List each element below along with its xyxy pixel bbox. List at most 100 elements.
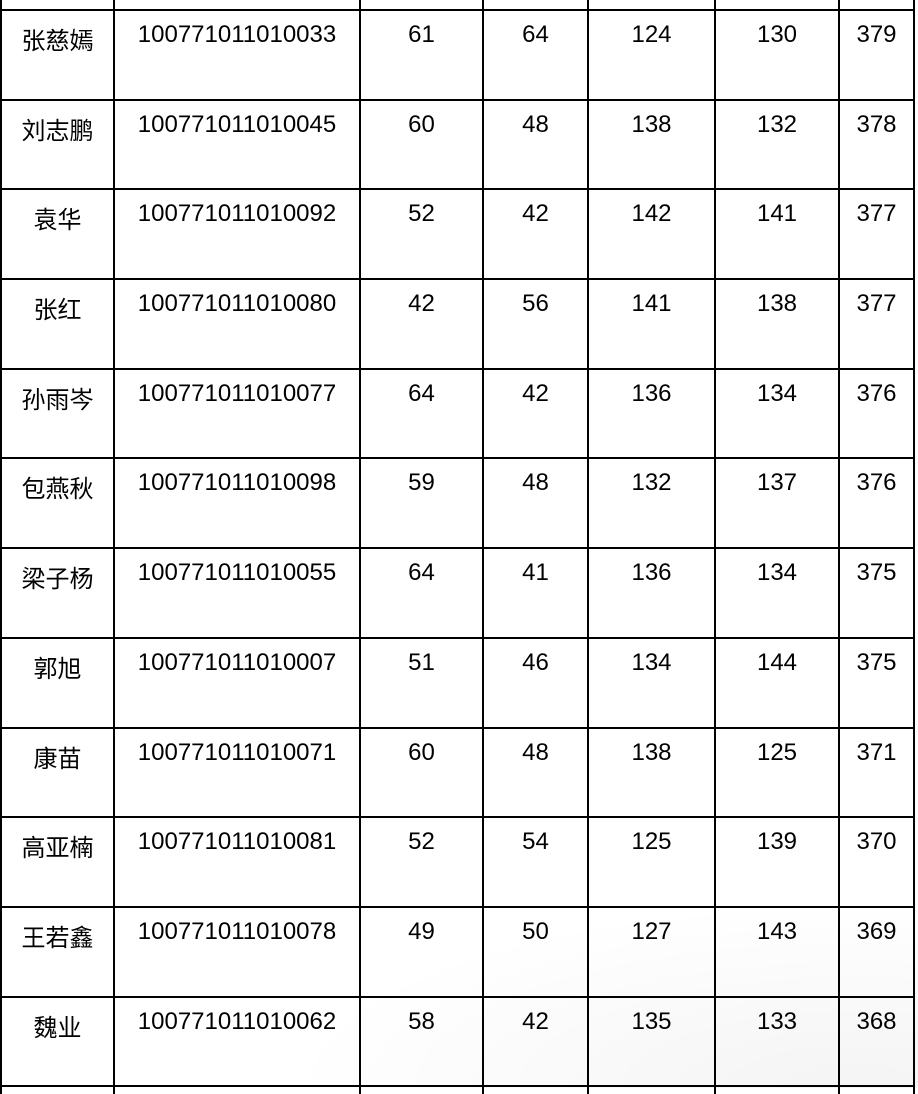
- partial-cell: [113, 1085, 361, 1094]
- student-name-cell: 袁华: [0, 188, 115, 281]
- score-2-cell: 42: [482, 995, 589, 1088]
- score-3-cell: 136: [587, 547, 716, 639]
- score-2-cell: 48: [482, 98, 589, 191]
- score-3-cell: 125: [587, 816, 716, 908]
- total-score-cell: 375: [838, 547, 915, 639]
- student-id-cell: 100771011010078: [113, 905, 361, 998]
- table-row: 孙雨岑 100771011010077 64 42 136 134 376: [0, 367, 915, 460]
- partial-cell: [0, 0, 115, 11]
- score-1-cell: 42: [359, 278, 484, 370]
- student-id-cell: 100771011010081: [113, 816, 361, 908]
- student-id-cell: 100771011010007: [113, 636, 361, 729]
- student-name-cell: 郭旭: [0, 636, 115, 729]
- student-id-cell: 100771011010077: [113, 367, 361, 460]
- partial-row-bottom: [0, 1085, 915, 1094]
- score-1-cell: 61: [359, 9, 484, 101]
- partial-cell: [587, 1085, 716, 1094]
- score-4-cell: 134: [714, 547, 840, 639]
- partial-cell: [587, 0, 716, 11]
- total-score-cell: 377: [838, 188, 915, 281]
- table-row: 高亚楠 100771011010081 52 54 125 139 370: [0, 816, 915, 908]
- student-name-cell: 张慈嫣: [0, 9, 115, 101]
- score-2-cell: 48: [482, 457, 589, 550]
- student-name-cell: 孙雨岑: [0, 367, 115, 460]
- student-name-cell: 王若鑫: [0, 905, 115, 998]
- score-4-cell: 144: [714, 636, 840, 729]
- total-score-cell: 370: [838, 816, 915, 908]
- score-4-cell: 139: [714, 816, 840, 908]
- total-score-cell: 369: [838, 905, 915, 998]
- score-1-cell: 64: [359, 547, 484, 639]
- score-4-cell: 137: [714, 457, 840, 550]
- score-2-cell: 64: [482, 9, 589, 101]
- score-3-cell: 138: [587, 98, 716, 191]
- score-4-cell: 133: [714, 995, 840, 1088]
- score-4-cell: 125: [714, 726, 840, 819]
- score-1-cell: 49: [359, 905, 484, 998]
- partial-cell: [838, 0, 915, 11]
- score-3-cell: 136: [587, 367, 716, 460]
- table-row: 康苗 100771011010071 60 48 138 125 371: [0, 726, 915, 819]
- student-id-cell: 100771011010062: [113, 995, 361, 1088]
- partial-cell: [482, 1085, 589, 1094]
- student-id-cell: 100771011010071: [113, 726, 361, 819]
- score-2-cell: 56: [482, 278, 589, 370]
- score-1-cell: 51: [359, 636, 484, 729]
- table-row: 张红 100771011010080 42 56 141 138 377: [0, 278, 915, 370]
- total-score-cell: 371: [838, 726, 915, 819]
- score-4-cell: 141: [714, 188, 840, 281]
- partial-cell: [482, 0, 589, 11]
- score-2-cell: 54: [482, 816, 589, 908]
- partial-cell: [0, 1085, 115, 1094]
- total-score-cell: 377: [838, 278, 915, 370]
- score-4-cell: 143: [714, 905, 840, 998]
- score-4-cell: 134: [714, 367, 840, 460]
- score-1-cell: 60: [359, 98, 484, 191]
- total-score-cell: 376: [838, 457, 915, 550]
- total-score-cell: 378: [838, 98, 915, 191]
- total-score-cell: 368: [838, 995, 915, 1088]
- partial-cell: [359, 1085, 484, 1094]
- score-1-cell: 52: [359, 816, 484, 908]
- partial-cell: [714, 1085, 840, 1094]
- table-row: 刘志鹏 100771011010045 60 48 138 132 378: [0, 98, 915, 191]
- score-3-cell: 142: [587, 188, 716, 281]
- table-row: 袁华 100771011010092 52 42 142 141 377: [0, 188, 915, 281]
- student-id-cell: 100771011010098: [113, 457, 361, 550]
- score-3-cell: 132: [587, 457, 716, 550]
- partial-cell: [714, 0, 840, 11]
- score-2-cell: 50: [482, 905, 589, 998]
- score-1-cell: 59: [359, 457, 484, 550]
- partial-cell: [838, 1085, 915, 1094]
- student-name-cell: 魏业: [0, 995, 115, 1088]
- score-4-cell: 130: [714, 9, 840, 101]
- student-name-cell: 刘志鹏: [0, 98, 115, 191]
- student-name-cell: 梁子杨: [0, 547, 115, 639]
- score-2-cell: 42: [482, 367, 589, 460]
- table-row: 郭旭 100771011010007 51 46 134 144 375: [0, 636, 915, 729]
- score-3-cell: 124: [587, 9, 716, 101]
- score-3-cell: 127: [587, 905, 716, 998]
- score-2-cell: 41: [482, 547, 589, 639]
- table-row: 梁子杨 100771011010055 64 41 136 134 375: [0, 547, 915, 639]
- total-score-cell: 379: [838, 9, 915, 101]
- table-row: 王若鑫 100771011010078 49 50 127 143 369: [0, 905, 915, 998]
- partial-cell: [359, 0, 484, 11]
- student-name-cell: 张红: [0, 278, 115, 370]
- partial-row-top: [0, 0, 915, 11]
- score-3-cell: 141: [587, 278, 716, 370]
- score-1-cell: 52: [359, 188, 484, 281]
- score-4-cell: 138: [714, 278, 840, 370]
- student-name-cell: 康苗: [0, 726, 115, 819]
- student-id-cell: 100771011010092: [113, 188, 361, 281]
- score-1-cell: 60: [359, 726, 484, 819]
- score-3-cell: 138: [587, 726, 716, 819]
- score-3-cell: 134: [587, 636, 716, 729]
- partial-cell: [113, 0, 361, 11]
- table-row: 包燕秋 100771011010098 59 48 132 137 376: [0, 457, 915, 550]
- student-id-cell: 100771011010033: [113, 9, 361, 101]
- score-3-cell: 135: [587, 995, 716, 1088]
- score-2-cell: 46: [482, 636, 589, 729]
- table-row: 张慈嫣 100771011010033 61 64 124 130 379: [0, 9, 915, 101]
